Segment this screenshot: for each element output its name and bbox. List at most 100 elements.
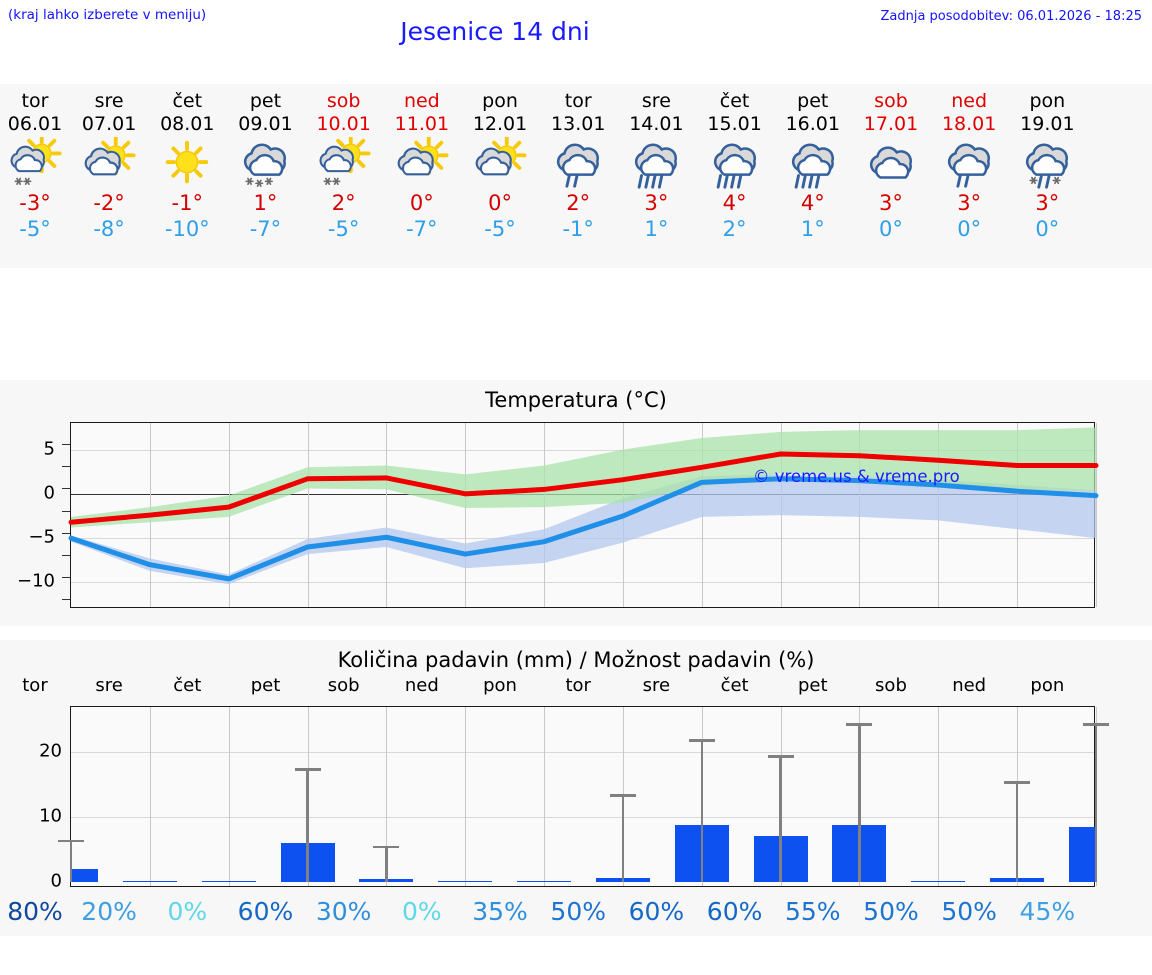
day-column-17.01[interactable]: sob 17.01 3° 0° [852,84,930,268]
day-column-09.01[interactable]: pet 09.01 1° -7° [226,84,304,268]
precipitation-day-label: sre [642,675,671,696]
precipitation-whisker [621,794,625,882]
day-column-18.01[interactable]: ned 18.01 3° 0° [930,84,1008,268]
precipitation-probability-label: 30% [315,897,372,926]
precipitation-probability-label: 60% [628,897,685,926]
max-temperature-value: 2° [331,191,356,215]
min-temperature-value: -5° [327,217,360,241]
temperature-plot-area [68,422,1099,608]
precipitation-bar[interactable] [911,881,966,883]
day-column-12.01[interactable]: pon 12.01 0° -5° [461,84,539,268]
axis-tick [62,554,70,556]
precipitation-plot-area [58,706,1109,887]
day-column-16.01[interactable]: pet 16.01 4° 1° [774,84,852,268]
precipitation-day-label: pet [250,675,281,696]
page-header: (kraj lahko izberete v meniju) Jesenice … [0,0,1152,84]
day-date-label: 13.01 [551,113,606,135]
precipitation-probability-label: 55% [784,897,841,926]
day-column-11.01[interactable]: ned 11.01 0° -7° [383,84,461,268]
max-temperature-value: 2° [566,191,591,215]
precipitation-bar[interactable] [438,881,493,883]
gridline [71,752,1094,754]
precipitation-whisker [858,723,861,882]
day-column-15.01[interactable]: čet 15.01 4° 2° [696,84,774,268]
precipitation-whisker [700,739,704,882]
precipitation-day-label: čet [720,675,749,696]
axis-tick [62,488,70,490]
axis-tick [62,466,70,468]
precipitation-whisker [69,839,73,882]
day-column-10.01[interactable]: sob 10.01 2° -5° [305,84,383,268]
max-temperature-value: 0° [488,191,512,215]
precipitation-probability-label: 50% [941,897,997,926]
watermark-text: © vreme.us & vreme.pro [753,467,960,486]
precipitation-y-tick-label: 10 [39,805,62,827]
day-column-14.01[interactable]: sre 14.01 3° 1° [617,84,695,268]
precipitation-whisker-cap [1083,723,1109,726]
max-temperature-value: 3° [1035,191,1060,215]
cloud-rain-icon [696,138,774,190]
day-date-label: 07.01 [81,113,137,135]
cloud-rain-icon [617,138,695,190]
cloud-snow-icon [226,138,304,190]
last-updated-text: Zadnja posodobitev: 06.01.2026 - 18:25 [880,9,1142,24]
gridline [228,707,230,886]
precipitation-bar[interactable] [517,880,572,882]
cloud-light-rain-icon [539,138,617,190]
sun-cloud-icon [383,137,461,190]
cloud-rain-icon [774,138,852,190]
precipitation-bar[interactable] [122,880,177,882]
day-date-label: 19.01 [1020,113,1075,135]
precipitation-whisker-cap [688,739,715,742]
sun-cloud-icon [461,137,539,190]
max-temperature-value: 3° [957,191,982,215]
min-temperature-value: -7° [249,217,282,241]
precipitation-bar[interactable] [1069,827,1096,882]
max-temperature-value: 3° [879,191,903,215]
max-temperature-value: -3° [19,191,51,215]
precipitation-day-label: tor [22,675,48,696]
precipitation-y-tick-label: 20 [39,740,62,762]
precipitation-probability-label: 60% [706,897,763,926]
day-column-08.01[interactable]: čet 08.01 -1° -10° [148,84,226,268]
day-of-week-label: čet [719,90,750,112]
precipitation-day-label: ned [404,675,439,696]
day-date-label: 15.01 [707,113,762,135]
precipitation-day-label: sob [327,675,360,696]
min-temperature-value: 0° [1035,217,1060,241]
min-temperature-value: -8° [93,217,125,241]
max-temperature-value: 3° [644,191,669,215]
max-temperature-value: 1° [253,191,278,215]
precipitation-probability-label: 20% [81,897,137,926]
axis-tick [62,599,70,601]
precipitation-day-label: pon [1030,675,1065,696]
max-temperature-value: -1° [171,191,203,215]
precipitation-bar[interactable] [201,880,256,882]
axis-tick [62,577,70,578]
gridline [386,423,388,607]
gridline [307,423,309,607]
min-temperature-value: -10° [164,217,210,241]
max-temperature-value: -2° [93,191,125,215]
axis-tick [62,444,70,446]
temperature-y-tick-label: 0 [43,482,55,504]
day-of-week-label: pon [1029,90,1066,112]
day-of-week-label: ned [951,90,988,112]
day-column-07.01[interactable]: sre 07.01 -2° -8° [70,84,148,268]
day-of-week-label: sob [874,90,908,112]
day-column-13.01[interactable]: tor 13.01 2° -1° [539,84,617,268]
day-of-week-label: tor [21,90,49,112]
max-temperature-value: 4° [722,191,747,215]
day-date-label: 17.01 [863,113,919,135]
precipitation-bar[interactable] [71,868,98,882]
min-temperature-value: -5° [19,217,51,241]
daily-forecast-strip: tor 06.01 -3° -5° sre 07.01 -2° -8° čet 08.01 -1° -… [0,84,1152,268]
precipitation-whisker-cap [767,755,794,758]
sun-cloud-snow-icon [305,137,383,190]
day-column-06.01[interactable]: tor 06.01 -3° -5° [0,84,70,268]
day-column-19.01[interactable]: pon 19.01 3° 0° [1008,84,1086,268]
precipitation-whisker-cap [846,723,873,726]
day-of-week-label: sob [326,90,361,112]
temperature-y-tick-label: 5 [43,438,55,460]
axis-tick [62,532,70,534]
